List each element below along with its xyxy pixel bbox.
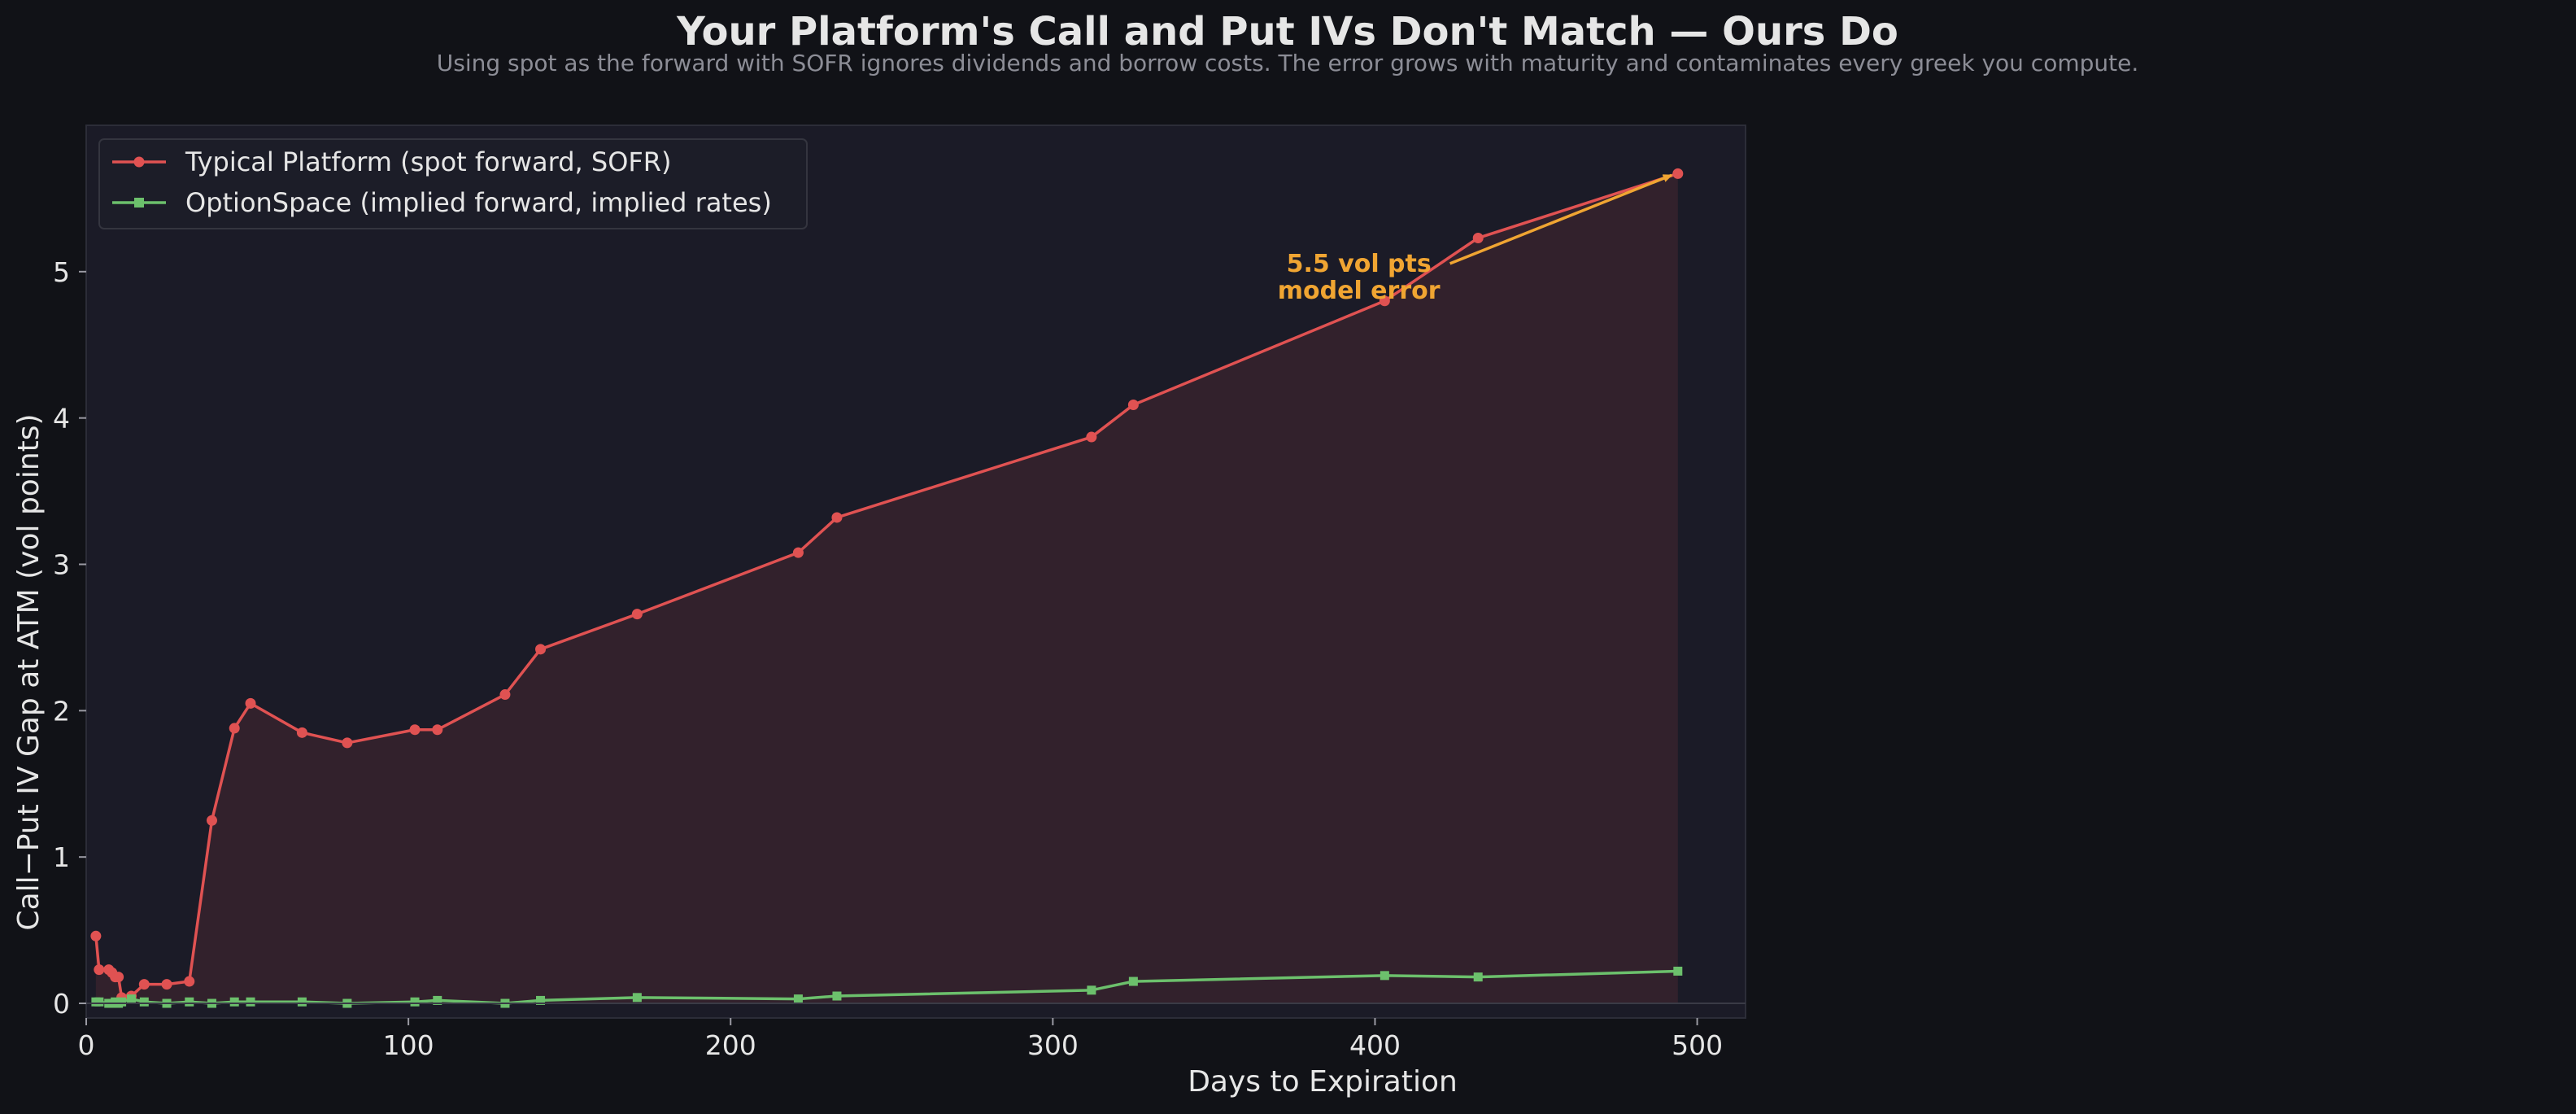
data-point-optionspace xyxy=(1128,976,1138,986)
data-point-typical xyxy=(229,723,240,734)
data-point-typical xyxy=(535,644,547,655)
data-point-optionspace xyxy=(117,997,127,1007)
data-point-optionspace xyxy=(139,997,149,1007)
y-axis-label: Call−Put IV Gap at ATM (vol points) xyxy=(12,413,46,930)
data-point-typical xyxy=(206,815,217,826)
chart-title: Your Platform's Call and Put IVs Don't M… xyxy=(676,9,1898,55)
data-point-typical xyxy=(184,976,195,987)
legend-label-typical: Typical Platform (spot forward, SOFR) xyxy=(185,146,672,177)
legend-marker-optionspace xyxy=(134,198,144,208)
x-tick-label: 0 xyxy=(78,1029,95,1061)
data-point-optionspace xyxy=(832,991,842,1001)
data-point-optionspace xyxy=(94,997,104,1007)
data-point-optionspace xyxy=(185,997,194,1007)
ticks-layer: 0 100 200 300 400 500 0 1 2 3 4 5 xyxy=(53,256,1746,1061)
annotation-arrow xyxy=(1449,173,1673,265)
area-fill-layer xyxy=(95,173,1678,1004)
data-point-typical xyxy=(409,724,421,736)
data-point-typical xyxy=(499,689,511,701)
data-point-typical xyxy=(1472,232,1484,243)
data-point-typical xyxy=(631,609,643,620)
data-point-optionspace xyxy=(433,995,442,1005)
data-point-typical xyxy=(1086,431,1097,443)
legend-label-optionspace: OptionSpace (implied forward, implied ra… xyxy=(185,187,772,218)
area-fill-typical xyxy=(95,173,1678,1004)
y-tick-label: 5 xyxy=(53,256,70,288)
x-tick-label: 100 xyxy=(383,1029,434,1061)
annotation-text-line: 5.5 vol pts xyxy=(1287,250,1432,278)
data-point-typical xyxy=(245,697,256,709)
data-point-typical xyxy=(138,979,150,990)
data-point-typical xyxy=(1379,295,1390,307)
legend-box xyxy=(98,138,808,229)
plot-area xyxy=(85,125,1746,1019)
data-point-typical xyxy=(432,724,443,736)
data-point-typical xyxy=(831,512,843,523)
y-tick-label: 4 xyxy=(53,403,70,435)
data-point-typical xyxy=(792,547,804,558)
y-tick-label: 0 xyxy=(53,988,70,1020)
chart-subtitle: Using spot as the forward with SOFR igno… xyxy=(437,50,2138,76)
data-point-typical xyxy=(342,737,353,749)
data-point-optionspace xyxy=(793,994,803,1004)
data-point-optionspace xyxy=(1380,971,1389,981)
x-tick-label: 400 xyxy=(1349,1029,1401,1061)
x-axis-label: Days to Expiration xyxy=(1188,1065,1458,1099)
data-point-typical xyxy=(90,930,102,941)
data-point-optionspace xyxy=(126,994,136,1004)
data-point-optionspace xyxy=(536,995,546,1005)
data-point-optionspace xyxy=(632,993,642,1003)
data-point-typical xyxy=(113,972,124,983)
data-point-optionspace xyxy=(1473,972,1483,982)
data-point-typical xyxy=(94,964,105,976)
x-tick-label: 500 xyxy=(1672,1029,1723,1061)
data-point-optionspace xyxy=(410,997,420,1007)
data-point-optionspace xyxy=(1673,966,1683,976)
data-point-typical xyxy=(161,979,172,990)
data-point-typical xyxy=(1672,168,1684,179)
y-tick-label: 1 xyxy=(53,841,70,873)
annotation-text-line: model error xyxy=(1278,277,1441,305)
x-tick-label: 300 xyxy=(1027,1029,1079,1061)
y-tick-label: 3 xyxy=(53,549,70,581)
data-point-optionspace xyxy=(246,997,255,1007)
data-point-typical xyxy=(1127,399,1139,410)
legend: Typical Platform (spot forward, SOFR) Op… xyxy=(98,138,808,229)
y-tick-label: 2 xyxy=(53,695,70,727)
legend-marker-typical xyxy=(133,156,145,168)
data-point-typical xyxy=(296,727,307,738)
x-tick-label: 200 xyxy=(705,1029,756,1061)
data-point-optionspace xyxy=(1087,985,1096,995)
data-point-optionspace xyxy=(297,997,307,1007)
data-point-optionspace xyxy=(229,997,239,1007)
